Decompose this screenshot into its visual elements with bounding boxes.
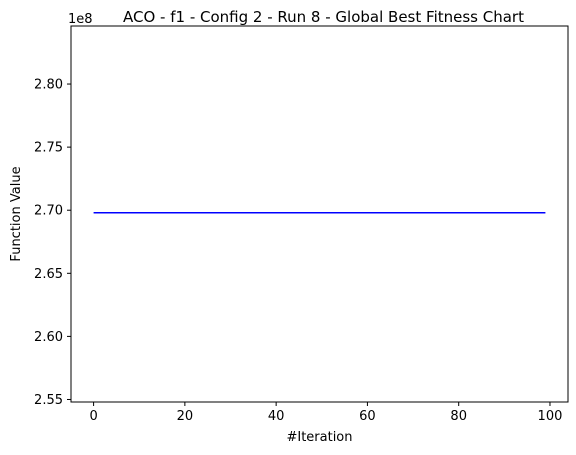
y-offset-label: 1e8 [68, 12, 93, 27]
plot-frame [70, 25, 569, 403]
x-tick-label: 0 [89, 409, 97, 424]
y-tick-label: 2.65 [34, 267, 63, 282]
x-tick-label: 100 [538, 409, 563, 424]
y-tick-label: 2.70 [34, 204, 63, 219]
y-tick-label: 2.55 [34, 393, 63, 408]
y-axis-label: Function Value [9, 166, 24, 261]
x-tick-label: 80 [450, 409, 467, 424]
x-tick-label: 60 [359, 409, 376, 424]
x-axis-label: #Iteration [286, 430, 352, 445]
y-tick-label: 2.75 [34, 141, 63, 156]
x-tick-label: 20 [177, 409, 194, 424]
x-axis: 0 20 40 60 80 100 [89, 402, 562, 424]
y-tick-label: 2.80 [34, 78, 63, 93]
chart-title: ACO - f1 - Config 2 - Run 8 - Global Bes… [123, 8, 524, 26]
y-tick-label: 2.60 [34, 330, 63, 345]
x-tick-label: 40 [268, 409, 285, 424]
y-axis: 2.55 2.60 2.65 2.70 2.75 2.80 [34, 78, 71, 408]
